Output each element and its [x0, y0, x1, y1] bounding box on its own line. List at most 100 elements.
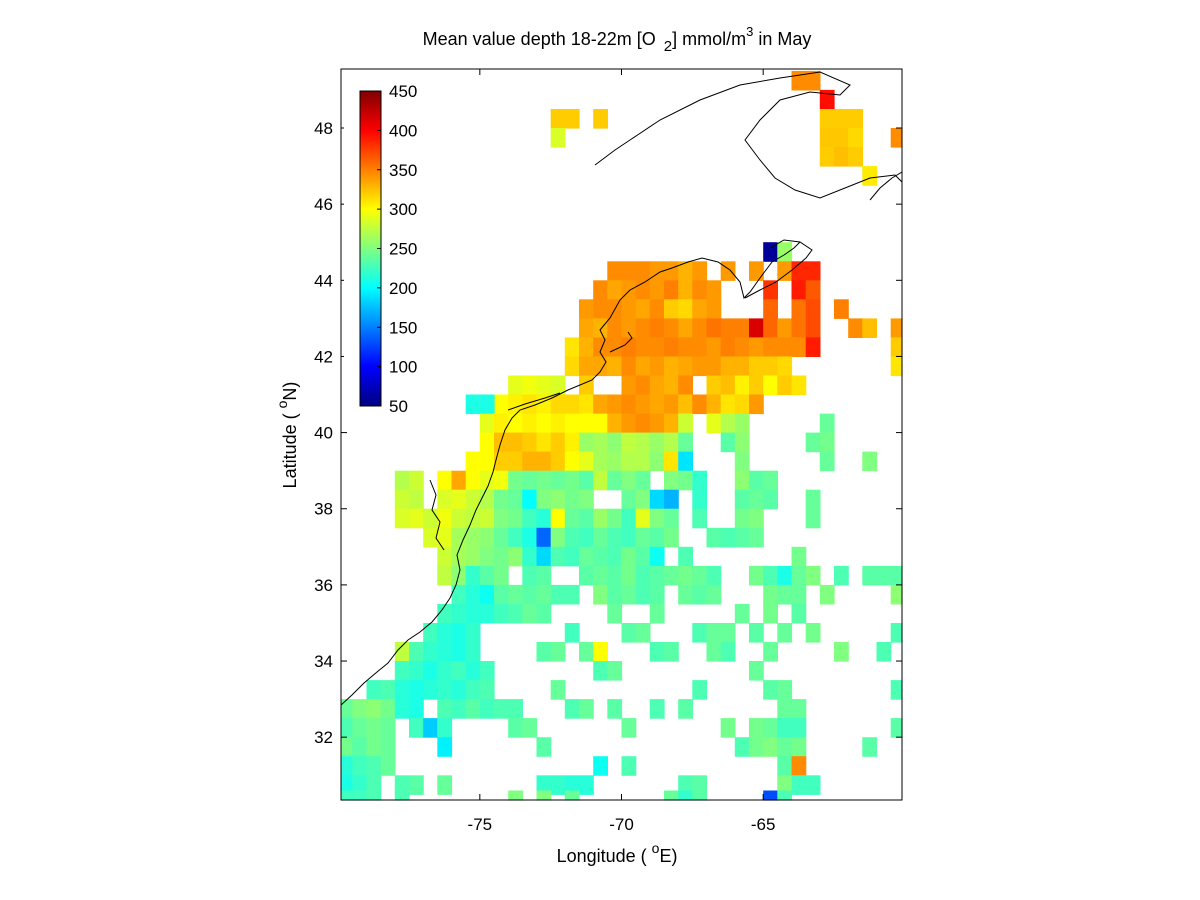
x-tick-label: -70 — [609, 815, 634, 834]
coastline-st-lawrence-south — [594, 139, 631, 166]
heatmap-cell — [564, 699, 580, 719]
heatmap-cell — [394, 470, 410, 491]
heatmap-cell — [720, 623, 736, 643]
heatmap-cell — [749, 489, 764, 510]
heatmap-cell — [522, 584, 538, 605]
heatmap-cell — [437, 508, 453, 529]
heatmap-cell — [564, 508, 580, 529]
heatmap-cell — [749, 737, 764, 757]
heatmap-cell — [366, 756, 382, 776]
heatmap-cell — [366, 737, 382, 757]
heatmap-cell — [635, 546, 651, 567]
heatmap-cell — [394, 642, 410, 662]
heatmap-cell — [550, 413, 566, 434]
heatmap-cell — [791, 718, 807, 738]
heatmap-cell — [706, 280, 722, 300]
heatmap-cell — [649, 432, 665, 453]
heatmap-cell — [341, 790, 353, 801]
colorbar-tick-label: 200 — [389, 279, 417, 298]
heatmap-cell — [734, 737, 750, 757]
heatmap-cell — [777, 356, 793, 377]
heatmap-cell — [564, 623, 580, 643]
heatmap-cell — [805, 432, 821, 453]
heatmap-cell — [649, 546, 665, 567]
heatmap-cell — [536, 527, 552, 548]
heatmap-cell — [734, 432, 750, 453]
heatmap-cell — [550, 470, 566, 491]
heatmap-cell — [579, 489, 594, 510]
heatmap-cell — [678, 432, 693, 453]
heatmap-cell — [593, 356, 608, 377]
heatmap-cell — [465, 527, 481, 548]
heatmap-cell — [380, 737, 396, 757]
heatmap-cell — [678, 337, 693, 357]
heatmap-cell — [678, 451, 693, 472]
heatmap-cell — [437, 565, 453, 586]
heatmap-cell — [777, 790, 793, 801]
heatmap-cell — [579, 775, 594, 795]
heatmap-cell — [621, 318, 637, 338]
heatmap-cell — [508, 508, 523, 529]
heatmap-cell — [607, 261, 623, 281]
heatmap-cell — [692, 565, 708, 586]
heatmap-cell — [720, 318, 736, 338]
heatmap-cell — [465, 394, 481, 415]
heatmap-cell — [423, 680, 438, 700]
heatmap-cell — [607, 546, 623, 567]
axes-border — [340, 68, 903, 801]
y-tick-label: 42 — [314, 347, 333, 366]
heatmap-cell — [621, 470, 637, 491]
heatmap-cell — [522, 718, 538, 738]
heatmap-cell — [706, 375, 722, 396]
heatmap-cell — [777, 680, 793, 700]
heatmap-cell — [621, 565, 637, 586]
heatmap-cell — [635, 337, 651, 357]
heatmap-cell — [593, 413, 608, 434]
heatmap-cell — [649, 394, 665, 415]
heatmap-cell — [479, 470, 495, 491]
heatmap-cell — [649, 299, 665, 319]
x-tick-label: -75 — [468, 815, 493, 834]
coastline-cape-cod — [609, 331, 633, 353]
heatmap-cell — [536, 790, 552, 801]
heatmap-cell — [394, 790, 410, 801]
heatmap-cell — [734, 356, 750, 377]
y-tick-label: 36 — [314, 576, 333, 595]
heatmap-cell — [536, 508, 552, 529]
heatmap-cell — [692, 489, 708, 510]
heatmap-cell — [621, 261, 637, 281]
heatmap-cell — [678, 299, 693, 319]
heatmap-cell — [635, 413, 651, 434]
heatmap-cell — [890, 584, 903, 605]
heatmap-cell — [664, 790, 679, 801]
heatmap-cell — [437, 470, 453, 491]
heatmap-cell — [777, 318, 793, 338]
heatmap-cell — [607, 318, 623, 338]
heatmap-cell — [394, 661, 410, 681]
heatmap-cell — [890, 680, 903, 700]
heatmap-cell — [763, 737, 778, 757]
heatmap-cell — [819, 89, 835, 110]
heatmap-cell — [593, 756, 608, 776]
heatmap-cell — [664, 413, 679, 434]
heatmap-cell — [536, 737, 552, 757]
heatmap-cell — [423, 661, 438, 681]
heatmap-cell — [763, 242, 778, 262]
heatmap-cell — [734, 470, 750, 491]
heatmap-cell — [734, 603, 750, 624]
heatmap-cell — [621, 508, 637, 529]
heatmap-cell — [706, 584, 722, 605]
heatmap-cell — [834, 128, 849, 148]
heatmap-cell — [819, 128, 835, 148]
heatmap-cell — [664, 394, 679, 415]
heatmap-cell — [678, 394, 693, 415]
heatmap-cell — [352, 790, 368, 801]
heatmap-cell — [409, 718, 424, 738]
colorbar-tick-label: 400 — [389, 121, 417, 140]
heatmap-cell — [734, 489, 750, 510]
heatmap-cell — [706, 565, 722, 586]
heatmap-cell — [423, 718, 438, 738]
heatmap-cell — [692, 470, 708, 491]
heatmap-cell — [664, 489, 679, 510]
heatmap-cell — [664, 565, 679, 586]
